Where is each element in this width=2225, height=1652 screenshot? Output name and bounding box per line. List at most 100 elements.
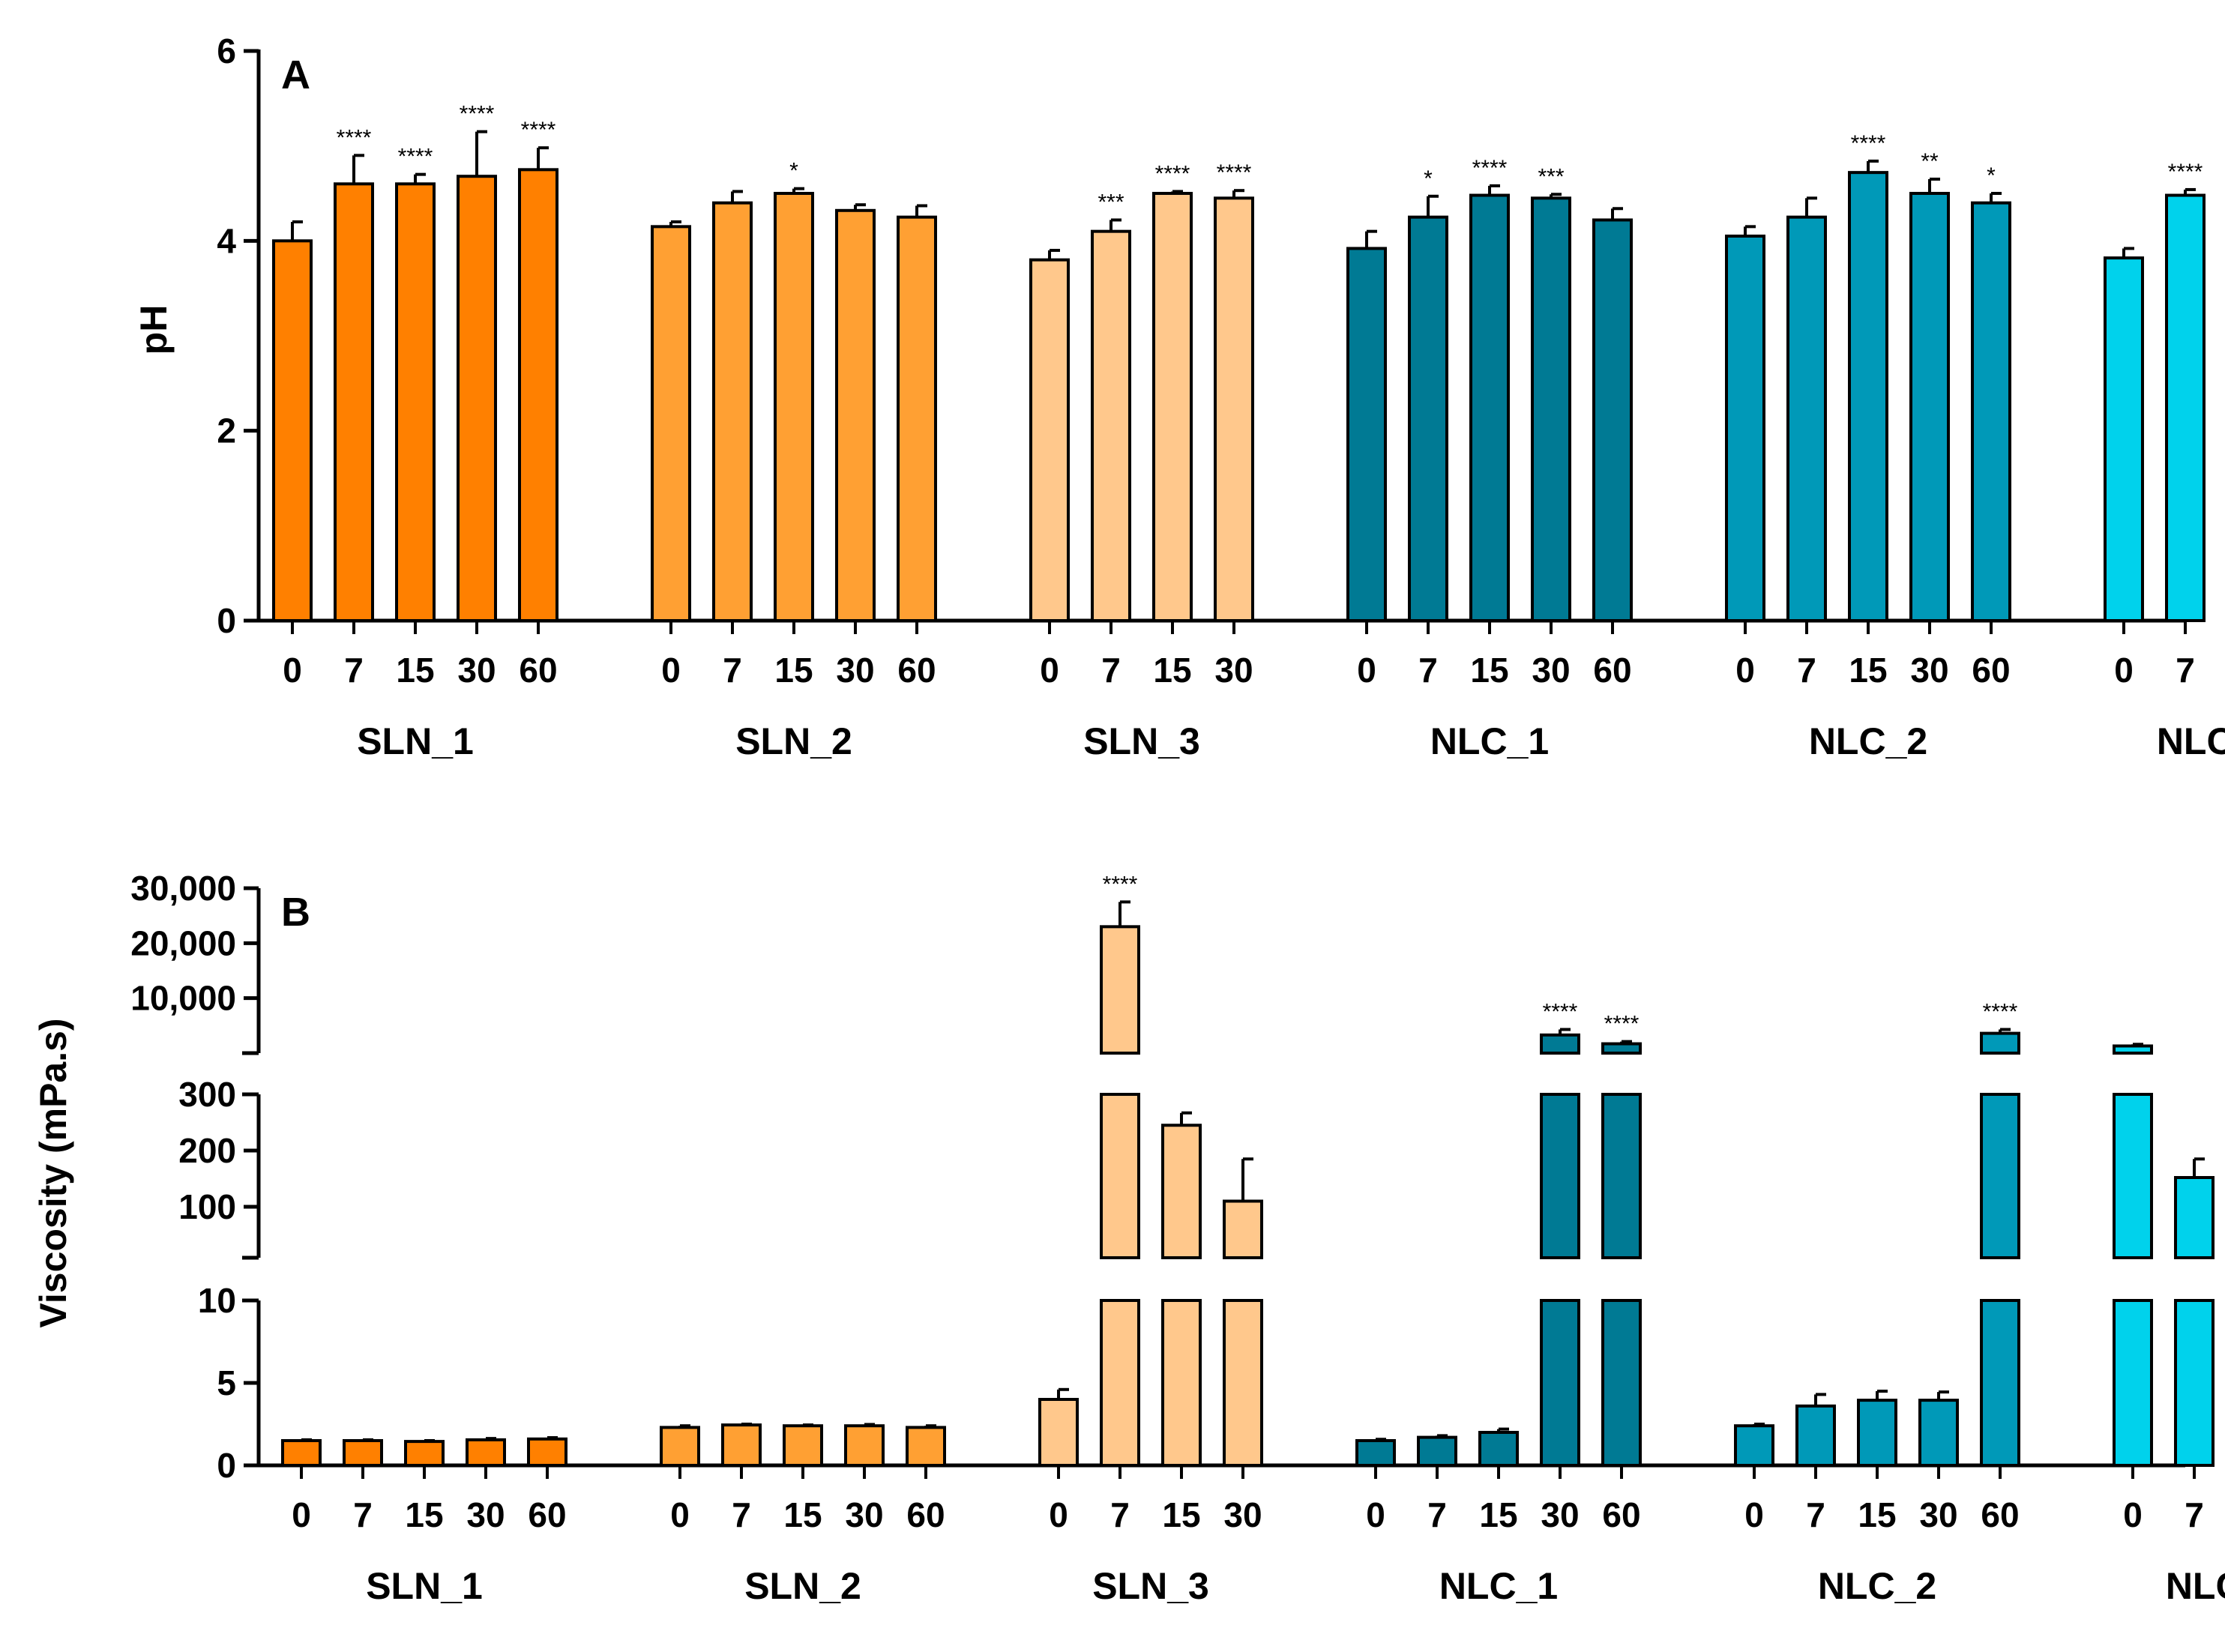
bar bbox=[1592, 218, 1633, 622]
bar bbox=[1100, 1299, 1140, 1467]
bar bbox=[1601, 1299, 1642, 1467]
x-tick-label: 7 bbox=[723, 651, 742, 690]
x-tick-label: 0 bbox=[1357, 651, 1376, 690]
x-tick-label: 60 bbox=[519, 651, 557, 690]
bar bbox=[1038, 1398, 1079, 1467]
significance-label: **** bbox=[1155, 161, 1190, 186]
bar bbox=[1100, 1093, 1140, 1259]
bar bbox=[281, 1439, 322, 1467]
bar bbox=[343, 1439, 383, 1467]
bar bbox=[1029, 258, 1070, 622]
significance-label: * bbox=[789, 159, 798, 184]
bar bbox=[1980, 1093, 2020, 1259]
bar bbox=[2174, 1176, 2215, 1259]
bar bbox=[1540, 1299, 1580, 1467]
x-tick-label: 15 bbox=[1849, 651, 1887, 690]
significance-label: **** bbox=[1851, 131, 1886, 156]
group-label: SLN_1 bbox=[366, 1565, 483, 1607]
x-tick-label: 60 bbox=[897, 651, 936, 690]
y-tick-label: 300 bbox=[178, 1075, 236, 1114]
group-label: SLN_2 bbox=[744, 1565, 861, 1607]
x-tick-label: 30 bbox=[1541, 1495, 1579, 1534]
x-tick-label: 7 bbox=[1427, 1495, 1447, 1534]
group-label: SLN_1 bbox=[357, 720, 474, 762]
y-tick-label: 0 bbox=[217, 1446, 236, 1485]
bar bbox=[1469, 193, 1510, 622]
x-tick-label: 0 bbox=[2114, 651, 2134, 690]
y-tick-label: 0 bbox=[217, 601, 236, 640]
significance-label: ** bbox=[1921, 149, 1939, 174]
x-tick-label: 60 bbox=[1593, 651, 1631, 690]
bar bbox=[1531, 196, 1571, 623]
y-tick-label: 2 bbox=[217, 412, 236, 450]
significance-label: **** bbox=[2168, 160, 2203, 184]
group-label: NLC_3 bbox=[2157, 720, 2225, 762]
y-tick-label: 10,000 bbox=[130, 979, 236, 1018]
bar bbox=[1100, 925, 1140, 1055]
significance-label: **** bbox=[521, 118, 556, 142]
group-label: NLC_3 bbox=[2166, 1565, 2225, 1607]
bar bbox=[1540, 1033, 1580, 1055]
x-tick-label: 60 bbox=[1972, 651, 2010, 690]
y-tick-label: 10 bbox=[198, 1281, 236, 1320]
significance-label: **** bbox=[1472, 156, 1508, 181]
bar bbox=[1223, 1199, 1263, 1259]
x-tick-label: 7 bbox=[1110, 1495, 1130, 1534]
bar bbox=[1734, 1424, 1774, 1467]
x-tick-label: 15 bbox=[1858, 1495, 1896, 1534]
bar bbox=[1408, 215, 1448, 622]
x-tick-label: 30 bbox=[836, 651, 874, 690]
bar bbox=[1540, 1093, 1580, 1259]
bar bbox=[1214, 196, 1254, 623]
bar bbox=[897, 215, 937, 622]
bar bbox=[334, 182, 374, 623]
x-tick-label: 15 bbox=[774, 651, 813, 690]
bar bbox=[1478, 1431, 1519, 1467]
panel-b-chart: B Viscosity (mPa.s) 051010020030010,0002… bbox=[32, 869, 2225, 1607]
significance-label: *** bbox=[1098, 190, 1124, 214]
bar bbox=[721, 1423, 762, 1467]
bar bbox=[2104, 256, 2144, 622]
y-tick-label: 6 bbox=[217, 31, 236, 70]
bar bbox=[466, 1438, 506, 1468]
x-tick-label: 30 bbox=[1532, 651, 1570, 690]
y-tick-label: 200 bbox=[178, 1131, 236, 1170]
x-tick-label: 30 bbox=[1919, 1495, 1957, 1534]
x-tick-label: 0 bbox=[292, 1495, 311, 1534]
x-tick-label: 7 bbox=[2176, 651, 2195, 690]
bar bbox=[1909, 192, 1950, 622]
x-tick-label: 30 bbox=[845, 1495, 883, 1534]
x-tick-label: 15 bbox=[1162, 1495, 1200, 1534]
x-tick-label: 7 bbox=[2185, 1495, 2204, 1534]
y-tick-label: 100 bbox=[178, 1187, 236, 1226]
bar bbox=[783, 1424, 823, 1467]
bar bbox=[518, 168, 558, 623]
significance-label: **** bbox=[460, 102, 495, 127]
bar bbox=[527, 1437, 567, 1468]
significance-label: **** bbox=[398, 145, 433, 169]
x-tick-label: 15 bbox=[1470, 651, 1508, 690]
x-tick-label: 7 bbox=[1806, 1495, 1825, 1534]
bar bbox=[1980, 1031, 2020, 1055]
x-tick-label: 0 bbox=[283, 651, 302, 690]
bar bbox=[1152, 192, 1193, 622]
x-tick-label: 0 bbox=[1366, 1495, 1385, 1534]
significance-label: **** bbox=[1103, 872, 1138, 896]
group-label: SLN_3 bbox=[1092, 1565, 1209, 1607]
panel-a-letter: A bbox=[281, 52, 310, 97]
x-tick-label: 0 bbox=[670, 1495, 690, 1534]
x-tick-label: 60 bbox=[528, 1495, 566, 1534]
x-tick-label: 7 bbox=[732, 1495, 751, 1534]
x-tick-label: 60 bbox=[906, 1495, 945, 1534]
bar bbox=[1161, 1299, 1202, 1467]
group-label: SLN_2 bbox=[735, 720, 852, 762]
x-tick-label: 60 bbox=[1602, 1495, 1640, 1534]
x-tick-label: 0 bbox=[1744, 1495, 1764, 1534]
significance-label: **** bbox=[1983, 999, 2018, 1024]
x-tick-label: 60 bbox=[1981, 1495, 2019, 1534]
bar bbox=[1346, 247, 1387, 622]
bar bbox=[2113, 1093, 2153, 1259]
bar bbox=[1918, 1399, 1959, 1467]
significance-label: **** bbox=[337, 125, 372, 150]
